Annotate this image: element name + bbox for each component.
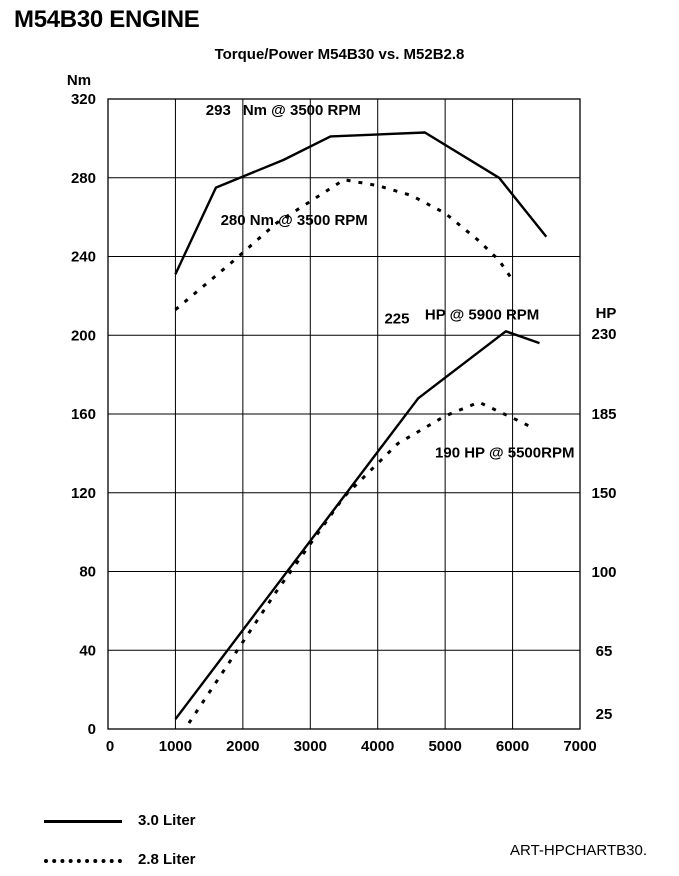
x-tick-label: 2000: [226, 738, 259, 755]
chart-annotation: 190 HP @ 5500RPM: [435, 444, 574, 461]
chart-annotation: 293: [206, 102, 231, 119]
series-line-power-solid: [174, 330, 540, 720]
y-left-tick-label: 40: [79, 642, 96, 659]
x-tick-label: 1000: [159, 738, 192, 755]
legend-label: 3.0 Liter: [138, 812, 196, 829]
y-left-axis-label: Nm: [67, 72, 91, 89]
y-left-tick-label: 80: [79, 564, 96, 581]
series-line-torque-dotted: [174, 178, 514, 311]
x-tick-label: 0: [106, 738, 114, 755]
page-title: M54B30 ENGINE: [14, 6, 200, 33]
y-right-tick-label: 100: [591, 564, 616, 581]
x-tick-label: 4000: [361, 738, 394, 755]
chart-annotation: 225: [384, 310, 409, 327]
chart-annotation: HP @ 5900 RPM: [425, 307, 539, 324]
y-left-tick-label: 160: [71, 406, 96, 423]
legend-label: 2.8 Liter: [138, 851, 196, 868]
y-left-tick-label: 0: [88, 721, 96, 738]
y-left-tick-label: 320: [71, 91, 96, 108]
chart-annotation: Nm @ 3500 RPM: [243, 102, 361, 119]
x-tick-label: 3000: [294, 738, 327, 755]
chart-annotation: 280 Nm @ 3500 RPM: [221, 212, 368, 229]
x-tick-label: 7000: [563, 738, 596, 755]
reference-code: ART-HPCHARTB30.: [510, 842, 647, 859]
x-tick-label: 5000: [428, 738, 461, 755]
y-left-tick-label: 280: [71, 170, 96, 187]
legend-solid-line-swatch: [44, 820, 122, 823]
chart-title: Torque/Power M54B30 vs. M52B2.8: [214, 46, 465, 63]
y-left-tick-label: 240: [71, 249, 96, 266]
y-left-tick-label: 120: [71, 485, 96, 502]
torque-power-chart: 0 1000 2000 3000 4000 5000 6000 7000 0 40 80 120 160…: [67, 72, 617, 755]
y-right-tick-label: 65: [596, 643, 613, 660]
y-right-tick-label: 25: [596, 706, 613, 723]
y-right-tick-label: 185: [591, 406, 616, 423]
y-right-tick-label: 150: [591, 485, 616, 502]
series-line-torque-solid: [174, 131, 548, 275]
x-tick-label: 6000: [496, 738, 529, 755]
y-right-axis-label: HP: [596, 305, 617, 322]
y-right-tick-label: 230: [591, 326, 616, 343]
legend-dotted-line-swatch: [44, 859, 122, 863]
y-left-tick-label: 200: [71, 327, 96, 344]
